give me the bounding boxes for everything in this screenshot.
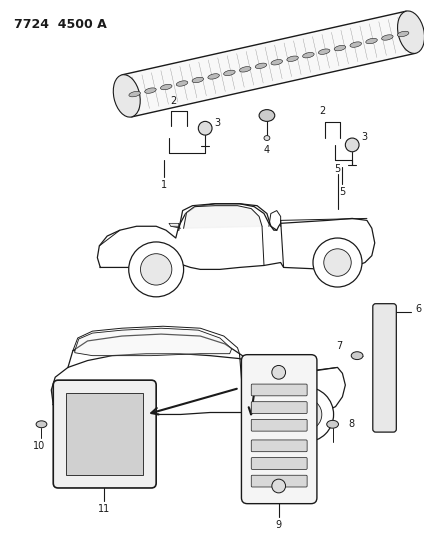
Polygon shape [169, 223, 179, 227]
Ellipse shape [255, 63, 267, 69]
Text: 4: 4 [264, 145, 270, 155]
Circle shape [262, 388, 272, 398]
Polygon shape [255, 356, 267, 372]
Ellipse shape [350, 42, 362, 47]
Circle shape [249, 385, 259, 395]
Ellipse shape [264, 135, 270, 141]
Text: 2: 2 [171, 96, 177, 106]
Text: 7724  4500 A: 7724 4500 A [14, 19, 107, 31]
Bar [66, 393, 143, 475]
Text: 7: 7 [336, 341, 342, 351]
Circle shape [95, 397, 130, 432]
Circle shape [324, 249, 351, 276]
Text: 11: 11 [98, 504, 110, 514]
Text: 2: 2 [320, 106, 326, 116]
Ellipse shape [176, 81, 188, 86]
Text: 1: 1 [161, 180, 167, 190]
Ellipse shape [351, 352, 363, 360]
FancyBboxPatch shape [251, 384, 307, 396]
Text: 3: 3 [361, 132, 367, 142]
Text: 9: 9 [276, 520, 282, 530]
Circle shape [313, 238, 362, 287]
Ellipse shape [129, 92, 140, 97]
Ellipse shape [224, 70, 235, 76]
Circle shape [129, 242, 184, 297]
Circle shape [256, 375, 266, 385]
Ellipse shape [327, 421, 339, 428]
Circle shape [345, 138, 359, 152]
Circle shape [291, 399, 322, 430]
Ellipse shape [259, 110, 275, 122]
Ellipse shape [334, 45, 346, 51]
Ellipse shape [397, 31, 409, 37]
Text: 5: 5 [334, 164, 341, 174]
Ellipse shape [145, 88, 156, 93]
Circle shape [279, 387, 333, 442]
Circle shape [272, 366, 285, 379]
Polygon shape [122, 11, 416, 117]
Polygon shape [184, 206, 262, 228]
Circle shape [198, 122, 212, 135]
FancyBboxPatch shape [251, 402, 307, 414]
Text: 6: 6 [415, 304, 421, 313]
Circle shape [81, 383, 143, 446]
Ellipse shape [113, 75, 140, 117]
Polygon shape [75, 328, 232, 356]
Ellipse shape [303, 52, 314, 58]
FancyBboxPatch shape [251, 458, 307, 470]
Ellipse shape [36, 421, 47, 427]
Ellipse shape [239, 67, 251, 72]
FancyBboxPatch shape [251, 440, 307, 451]
FancyBboxPatch shape [251, 419, 307, 431]
Ellipse shape [366, 38, 377, 44]
Ellipse shape [382, 35, 393, 40]
Ellipse shape [398, 11, 425, 53]
Ellipse shape [192, 77, 204, 83]
Ellipse shape [287, 56, 298, 61]
FancyBboxPatch shape [241, 354, 317, 504]
Ellipse shape [318, 49, 330, 54]
FancyBboxPatch shape [53, 380, 156, 488]
Circle shape [272, 479, 285, 493]
Ellipse shape [208, 74, 220, 79]
Ellipse shape [160, 84, 172, 90]
Text: 8: 8 [348, 419, 354, 429]
Ellipse shape [271, 60, 282, 65]
Text: 10: 10 [33, 441, 46, 451]
Text: 5: 5 [339, 187, 345, 197]
Circle shape [140, 254, 172, 285]
FancyBboxPatch shape [373, 304, 396, 432]
FancyBboxPatch shape [251, 475, 307, 487]
Text: 3: 3 [214, 118, 220, 128]
